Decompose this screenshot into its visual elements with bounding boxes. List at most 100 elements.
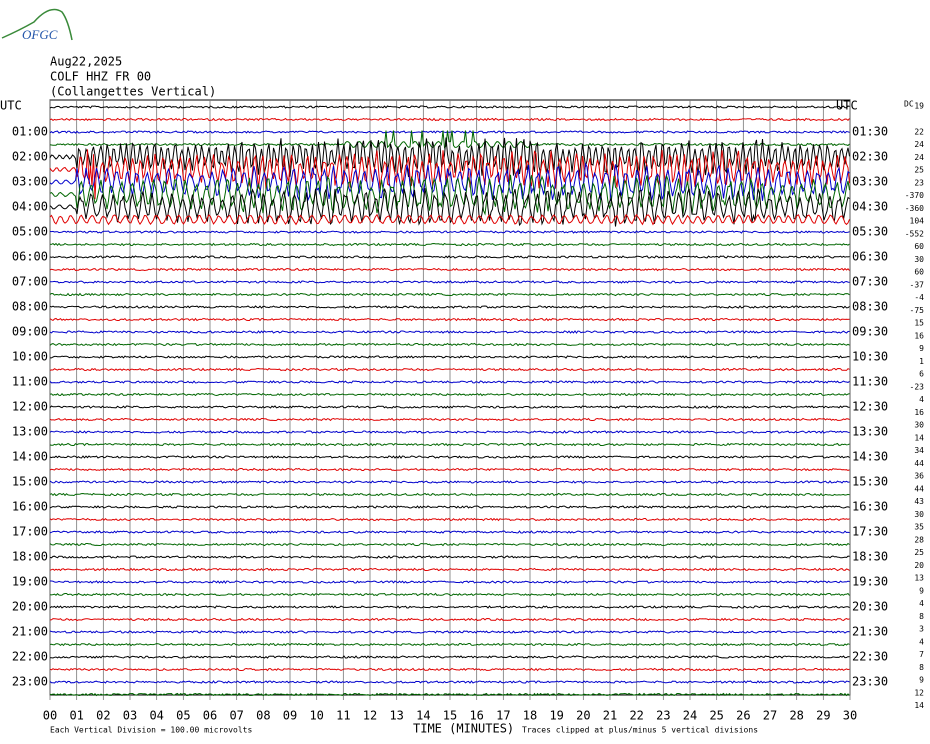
trace bbox=[49, 567, 850, 572]
dc-value: 23 bbox=[914, 178, 924, 187]
dc-value: 104 bbox=[910, 217, 925, 226]
trace bbox=[50, 655, 850, 659]
labels: 00 01 02 03 04 05 06 07 08 09 10 11 12 13 14 15 16 17 18 19… bbox=[0, 99, 924, 723]
x-tick-label: 29 bbox=[816, 709, 830, 723]
dc-value: -75 bbox=[910, 306, 925, 315]
right-hour-label: 02:30 bbox=[852, 150, 888, 164]
dc-value: 14 bbox=[914, 701, 924, 710]
right-hour-label: 05:30 bbox=[852, 225, 888, 239]
trace bbox=[49, 105, 850, 109]
x-tick-label: 03 bbox=[123, 709, 137, 723]
trace bbox=[49, 267, 850, 272]
x-tick-label: 13 bbox=[389, 709, 403, 723]
trace bbox=[49, 667, 850, 672]
dc-value: 60 bbox=[914, 242, 924, 251]
dc-value: 3 bbox=[919, 625, 924, 634]
right-hour-label: 17:30 bbox=[852, 525, 888, 539]
dc-value: 35 bbox=[914, 523, 924, 532]
left-hour-label: 23:00 bbox=[12, 675, 48, 689]
trace bbox=[49, 280, 850, 284]
dc-value: -23 bbox=[910, 382, 925, 391]
location: (Collangettes Vertical) bbox=[50, 85, 216, 99]
dc-value: 44 bbox=[914, 484, 924, 493]
trace bbox=[49, 117, 850, 122]
left-hour-label: 18:00 bbox=[12, 550, 48, 564]
logo: OFGC bbox=[1, 8, 73, 42]
trace bbox=[49, 392, 850, 397]
left-hour-label: 12:00 bbox=[12, 400, 48, 414]
right-hour-label: 13:30 bbox=[852, 425, 888, 439]
right-hour-label: 16:30 bbox=[852, 500, 888, 514]
dc-value: 9 bbox=[919, 344, 924, 353]
left-hour-label: 15:00 bbox=[12, 475, 48, 489]
x-tick-label: 06 bbox=[203, 709, 217, 723]
x-tick-label: 12 bbox=[363, 709, 377, 723]
x-tick-label: 28 bbox=[789, 709, 803, 723]
dc-value: 30 bbox=[914, 421, 924, 430]
right-hour-label: UTC bbox=[836, 99, 858, 113]
trace bbox=[49, 330, 850, 334]
trace bbox=[49, 242, 850, 247]
trace bbox=[49, 380, 850, 384]
dc-value: 19 bbox=[914, 102, 924, 111]
left-hour-label: 16:00 bbox=[12, 500, 48, 514]
dc-value: 13 bbox=[914, 574, 924, 583]
x-tick-label: 17 bbox=[496, 709, 510, 723]
right-hour-label: 18:30 bbox=[852, 550, 888, 564]
trace bbox=[49, 617, 850, 622]
right-hour-label: 01:30 bbox=[852, 125, 888, 139]
trace bbox=[49, 230, 850, 234]
left-hour-label: 05:00 bbox=[12, 225, 48, 239]
x-tick-label: 01 bbox=[69, 709, 83, 723]
trace bbox=[49, 213, 850, 226]
axis-title: TIME (MINUTES) bbox=[413, 722, 514, 736]
station: COLF HHZ FR 00 bbox=[50, 70, 151, 84]
x-tick-label: 27 bbox=[763, 709, 777, 723]
trace bbox=[49, 530, 850, 534]
x-tick-label: 21 bbox=[603, 709, 617, 723]
trace bbox=[49, 188, 850, 227]
dc-value: 14 bbox=[914, 433, 924, 442]
x-tick-label: 02 bbox=[96, 709, 110, 723]
x-tick-label: 10 bbox=[309, 709, 323, 723]
right-hour-label: 04:30 bbox=[852, 200, 888, 214]
dc-value: 30 bbox=[914, 510, 924, 519]
dc-value: 9 bbox=[919, 586, 924, 595]
grid bbox=[49, 100, 851, 700]
trace bbox=[49, 592, 850, 597]
dc-value: 24 bbox=[914, 153, 924, 162]
trace bbox=[49, 542, 850, 547]
left-hour-label: 06:00 bbox=[12, 250, 48, 264]
dc-value: -370 bbox=[905, 191, 924, 200]
trace bbox=[49, 505, 850, 509]
right-hour-label: 19:30 bbox=[852, 575, 888, 589]
trace bbox=[49, 630, 850, 634]
x-tick-label: 18 bbox=[523, 709, 537, 723]
division-note: Each Vertical Division = 100.00 microvol… bbox=[50, 726, 252, 735]
x-tick-label: 04 bbox=[149, 709, 163, 723]
left-hour-label: 20:00 bbox=[12, 600, 48, 614]
trace bbox=[49, 517, 850, 522]
dc-value: 12 bbox=[914, 688, 924, 697]
dc-value: 9 bbox=[919, 676, 924, 685]
trace bbox=[49, 255, 850, 259]
left-hour-label: 02:00 bbox=[12, 150, 48, 164]
right-hour-label: 03:30 bbox=[852, 175, 888, 189]
x-tick-label: 08 bbox=[256, 709, 270, 723]
x-tick-label: 20 bbox=[576, 709, 590, 723]
dc-value: 34 bbox=[914, 446, 924, 455]
right-hour-label: 21:30 bbox=[852, 625, 888, 639]
right-hour-label: 10:30 bbox=[852, 350, 888, 364]
trace bbox=[49, 292, 850, 297]
left-hour-label: 07:00 bbox=[12, 275, 48, 289]
trace bbox=[49, 492, 850, 497]
dc-value: 25 bbox=[914, 166, 924, 175]
right-hour-label: 11:30 bbox=[852, 375, 888, 389]
left-hour-label: 17:00 bbox=[12, 525, 48, 539]
right-hour-label: 07:30 bbox=[852, 275, 888, 289]
left-hour-label: 19:00 bbox=[12, 575, 48, 589]
dc-value: 8 bbox=[919, 663, 924, 672]
dc-value: -552 bbox=[905, 229, 924, 238]
dc-value: 7 bbox=[919, 650, 924, 659]
x-tick-label: 00 bbox=[43, 709, 57, 723]
